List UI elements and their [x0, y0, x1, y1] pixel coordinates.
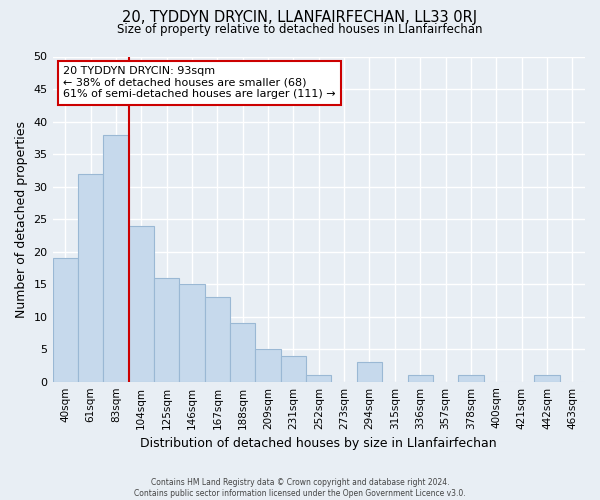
Bar — [458, 375, 484, 382]
X-axis label: Distribution of detached houses by size in Llanfairfechan: Distribution of detached houses by size … — [140, 437, 497, 450]
Bar — [281, 356, 306, 382]
Bar — [256, 349, 281, 382]
Bar — [534, 375, 560, 382]
Bar — [53, 258, 78, 382]
Bar — [179, 284, 205, 382]
Bar — [154, 278, 179, 382]
Text: Size of property relative to detached houses in Llanfairfechan: Size of property relative to detached ho… — [117, 22, 483, 36]
Bar — [205, 297, 230, 382]
Bar — [78, 174, 103, 382]
Text: Contains HM Land Registry data © Crown copyright and database right 2024.
Contai: Contains HM Land Registry data © Crown c… — [134, 478, 466, 498]
Text: 20, TYDDYN DRYCIN, LLANFAIRFECHAN, LL33 0RJ: 20, TYDDYN DRYCIN, LLANFAIRFECHAN, LL33 … — [122, 10, 478, 25]
Y-axis label: Number of detached properties: Number of detached properties — [15, 120, 28, 318]
Text: 20 TYDDYN DRYCIN: 93sqm
← 38% of detached houses are smaller (68)
61% of semi-de: 20 TYDDYN DRYCIN: 93sqm ← 38% of detache… — [63, 66, 336, 100]
Bar — [103, 134, 128, 382]
Bar — [357, 362, 382, 382]
Bar — [306, 375, 331, 382]
Bar — [407, 375, 433, 382]
Bar — [128, 226, 154, 382]
Bar — [230, 323, 256, 382]
